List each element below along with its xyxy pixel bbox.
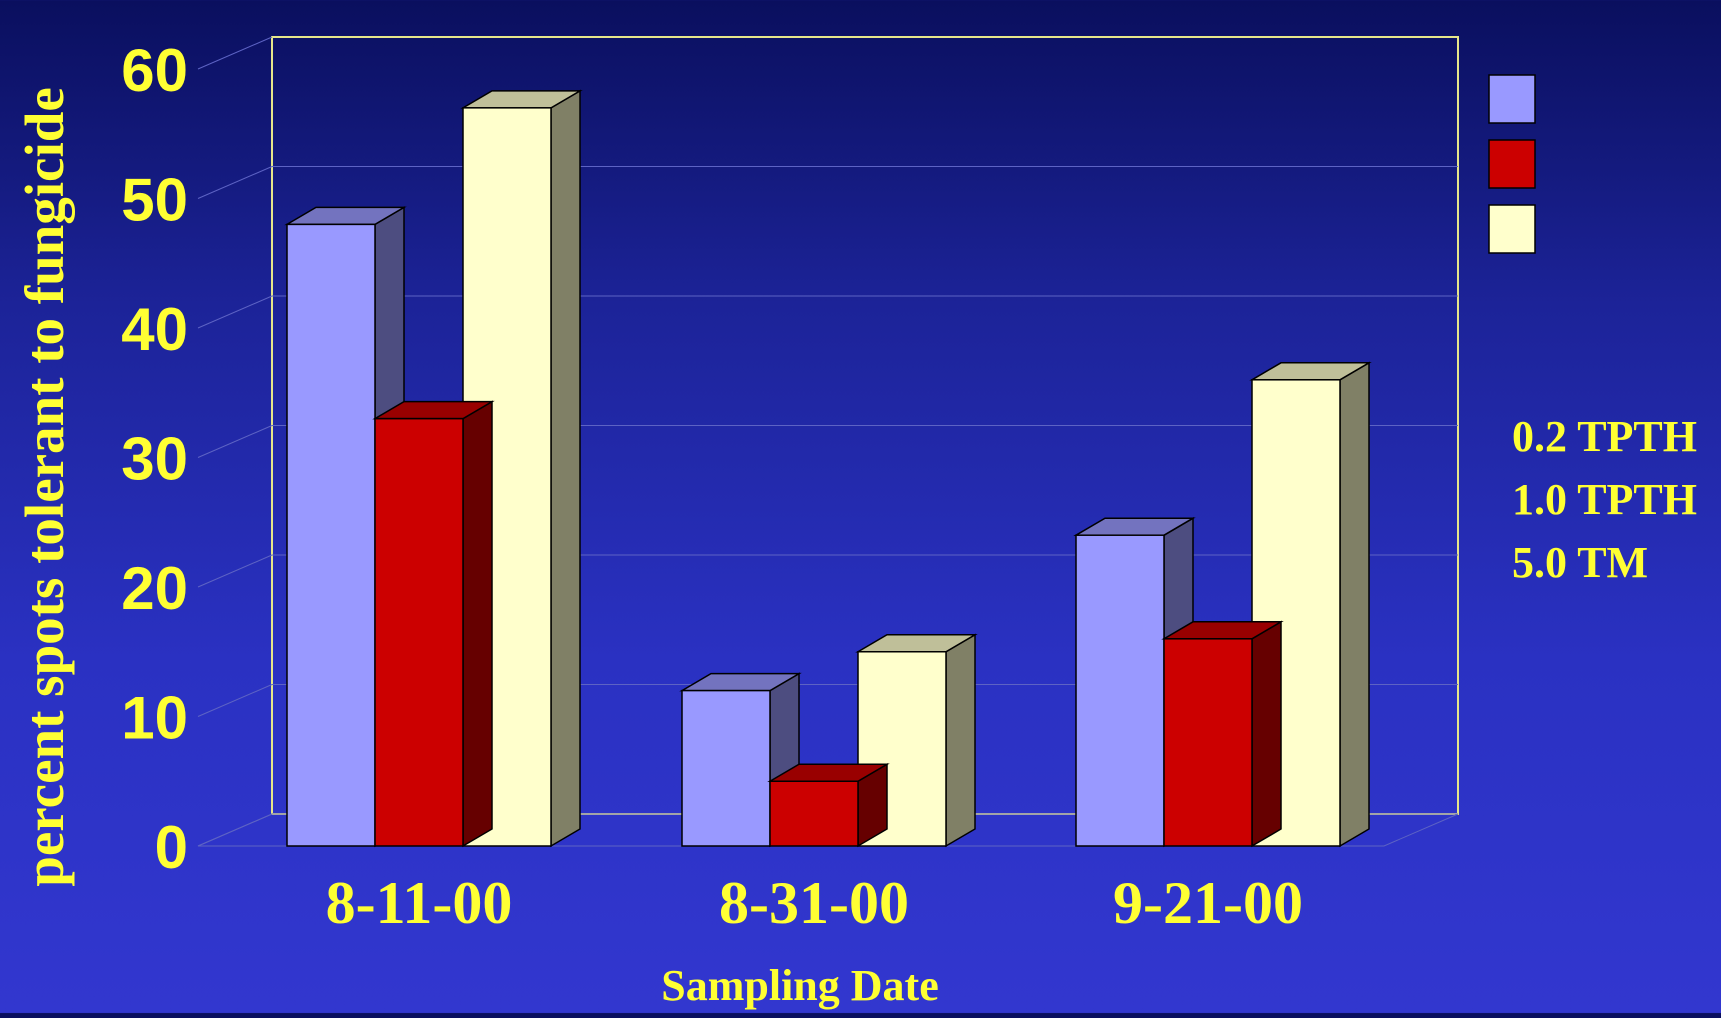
bar-side: [1251, 620, 1282, 848]
y-tick-label: 60: [121, 37, 188, 104]
bars-group: [284, 89, 1372, 848]
legend-swatch: [1488, 204, 1536, 254]
x-axis-title: Sampling Date: [661, 961, 938, 1010]
y-tick-label: 30: [121, 426, 188, 493]
bar-front: [286, 223, 376, 847]
bar-side: [462, 400, 493, 848]
legend: 0.2 TPTH 1.0 TPTH 5.0 TM: [1488, 74, 1697, 587]
side-gridline: [197, 554, 273, 588]
x-category-label: 9-21-00: [1113, 870, 1303, 936]
floor-outline: [197, 813, 1459, 847]
y-tick-labels: 0 10 20 30 40 50 60: [121, 37, 188, 881]
side-gridline: [197, 684, 273, 717]
side-gridline: [197, 295, 273, 329]
legend-label: 1.0 TPTH: [1512, 475, 1697, 524]
chart-floor: [197, 813, 1459, 847]
legend-swatch: [1488, 74, 1536, 124]
y-tick-label: 20: [121, 555, 188, 622]
y-axis-title: percent spots tolerant to fungicide: [14, 87, 75, 886]
bar: [372, 400, 495, 848]
side-gridline: [197, 36, 273, 70]
x-category-label: 8-11-00: [326, 870, 513, 936]
x-category-label: 8-31-00: [719, 870, 909, 936]
bar-front: [681, 689, 771, 847]
bar-front: [1163, 638, 1253, 847]
side-gridline: [197, 166, 273, 199]
y-tick-label: 40: [121, 296, 188, 363]
side-gridline: [197, 425, 273, 458]
bar-front: [769, 780, 859, 847]
y-tick-label: 10: [121, 685, 188, 752]
bar: [1161, 620, 1284, 848]
x-category-labels: 8-11-00 8-31-00 9-21-00: [326, 870, 1303, 936]
bar-side: [1339, 361, 1370, 848]
bar-side: [945, 633, 976, 848]
y-tick-label: 0: [155, 814, 188, 881]
legend-swatch: [1488, 139, 1536, 189]
bar-front: [1075, 534, 1165, 847]
legend-label: 5.0 TM: [1512, 538, 1648, 587]
bar-front: [374, 417, 464, 847]
bar: [767, 762, 890, 848]
bar-side: [550, 89, 581, 848]
y-tick-label: 50: [121, 167, 188, 234]
legend-label: 0.2 TPTH: [1512, 412, 1697, 461]
